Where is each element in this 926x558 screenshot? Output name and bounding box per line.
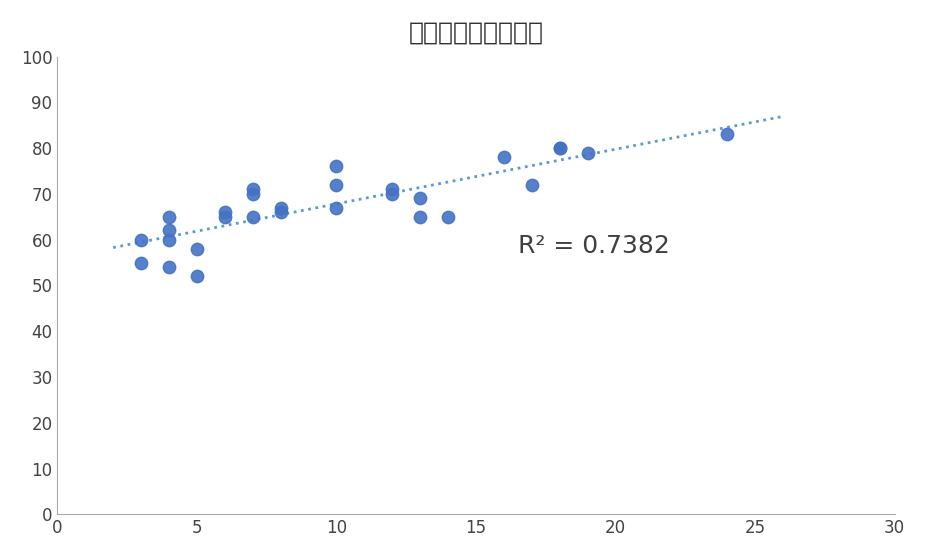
Point	[245, 189, 260, 198]
Point	[190, 272, 205, 281]
Point	[413, 212, 428, 221]
Point	[273, 208, 288, 217]
Point	[496, 153, 511, 162]
Point	[133, 235, 148, 244]
Point	[273, 203, 288, 212]
Point	[161, 212, 176, 221]
Point	[245, 185, 260, 194]
Point	[329, 180, 344, 189]
Point	[161, 263, 176, 272]
Point	[581, 148, 595, 157]
Point	[218, 208, 232, 217]
Point	[161, 226, 176, 235]
Point	[524, 180, 539, 189]
Title: モニタリングスコア: モニタリングスコア	[408, 21, 544, 45]
Point	[190, 244, 205, 253]
Point	[720, 130, 734, 139]
Point	[329, 162, 344, 171]
Point	[385, 189, 400, 198]
Text: R² = 0.7382: R² = 0.7382	[518, 234, 669, 258]
Point	[161, 235, 176, 244]
Point	[413, 194, 428, 203]
Point	[552, 143, 567, 152]
Point	[441, 212, 456, 221]
Point	[552, 143, 567, 152]
Point	[385, 185, 400, 194]
Point	[218, 212, 232, 221]
Point	[133, 258, 148, 267]
Point	[329, 203, 344, 212]
Point	[245, 212, 260, 221]
